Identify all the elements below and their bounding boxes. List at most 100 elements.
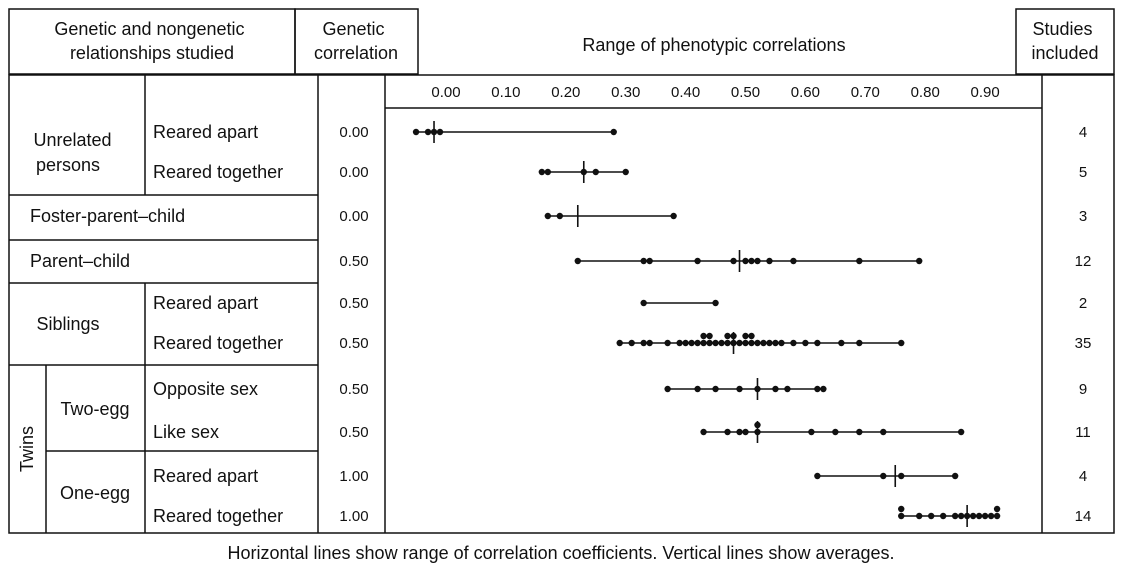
data-point [772,339,779,347]
data-point [939,512,947,520]
genetic-correlation-value: 0.50 [339,335,368,352]
x-tick-label: 0.80 [911,84,940,101]
data-point [694,339,701,347]
group-unrelated: Unrelated persons [33,130,116,175]
studies-count: 5 [1079,164,1087,181]
group-twins: Twins [17,426,37,472]
data-point [832,428,839,436]
x-tick-label: 0.20 [551,84,580,101]
data-point [430,128,438,136]
row-label: Foster-parent–child [30,206,185,226]
data-row: Opposite sex 0.50 9 [153,378,1087,400]
data-point [706,339,713,347]
data-point [742,332,749,340]
data-point [808,428,815,436]
data-point [856,428,863,436]
data-point [688,339,695,347]
studies-count: 2 [1079,295,1087,312]
data-point [730,332,737,340]
data-row: Reared together 0.00 5 [153,161,1087,183]
x-tick-label: 0.60 [791,84,820,101]
data-point [814,472,821,480]
chart-caption: Horizontal lines show range of correlati… [227,543,895,563]
data-point [802,339,809,347]
data-row: Reared apart 1.00 4 [153,465,1087,487]
data-point [664,385,671,393]
data-point [784,385,791,393]
data-point [640,257,647,265]
studies-count: 9 [1079,381,1087,398]
data-point [820,385,827,393]
data-point [724,332,731,340]
data-point [616,339,623,347]
data-point [700,339,707,347]
data-row: Reared apart 0.00 4 [153,121,1087,143]
data-row: Reared together 0.50 35 [153,332,1091,354]
data-point [898,505,905,513]
row-label: Reared together [153,506,283,526]
data-point [574,257,581,265]
data-point [718,339,725,347]
data-point [412,128,420,136]
data-point [580,168,587,176]
data-point [969,512,977,520]
genetic-correlation-value: 0.50 [339,253,368,270]
data-point [700,332,707,340]
data-row: Reared together 1.00 14 [153,505,1091,527]
data-point [646,257,653,265]
data-row: Parent–child 0.50 12 [30,250,1091,272]
data-point [754,421,761,429]
data-point [898,512,905,520]
data-row: Reared apart 0.50 2 [153,293,1087,313]
data-point [951,512,959,520]
data-point [694,385,701,393]
studies-count: 35 [1075,335,1092,352]
data-point [748,339,755,347]
data-point [700,428,707,436]
x-tick-label: 0.40 [671,84,700,101]
genetic-correlation-value: 0.50 [339,424,368,441]
data-point [694,257,701,265]
studies-count: 12 [1075,253,1092,270]
data-row: Like sex 0.50 11 [153,421,1091,443]
x-axis-ticks: 0.00 0.10 0.20 0.30 0.40 0.50 0.60 0.70 0.80 0.90 [431,84,999,101]
header-range: Range of phenotypic correlations [582,35,845,55]
x-tick-label: 0.10 [491,84,520,101]
data-point [790,257,797,265]
data-point [778,339,785,347]
data-point [664,339,671,347]
genetic-correlation-value: 0.00 [339,208,368,225]
x-tick-label: 0.50 [731,84,760,101]
data-point [814,339,821,347]
data-point [556,212,564,220]
data-point [610,128,617,136]
data-point [538,168,546,176]
data-point [916,512,923,520]
x-tick-label: 0.90 [970,84,999,101]
data-point [748,332,755,340]
row-label: Reared apart [153,466,258,486]
data-point [856,339,863,347]
data-point [790,339,797,347]
data-point [880,472,887,480]
row-label: Reared together [153,162,283,182]
genetic-correlation-value: 1.00 [339,508,368,525]
group-one-egg: One-egg [60,483,130,503]
data-point [993,512,1001,520]
data-point [880,428,887,436]
genetic-correlation-value: 0.50 [339,295,368,312]
data-point [772,385,779,393]
row-label: Parent–child [30,251,130,271]
data-row: Foster-parent–child 0.00 3 [30,205,1087,227]
studies-count: 4 [1079,124,1087,141]
genetic-correlation-value: 0.00 [339,164,368,181]
data-point [622,168,629,176]
data-point [742,257,749,265]
data-point [544,212,552,220]
data-point [748,257,755,265]
data-point [898,339,905,347]
genetic-correlation-value: 0.00 [339,124,368,141]
group-two-egg: Two-egg [60,399,129,419]
data-point [712,299,719,307]
data-point [682,339,689,347]
